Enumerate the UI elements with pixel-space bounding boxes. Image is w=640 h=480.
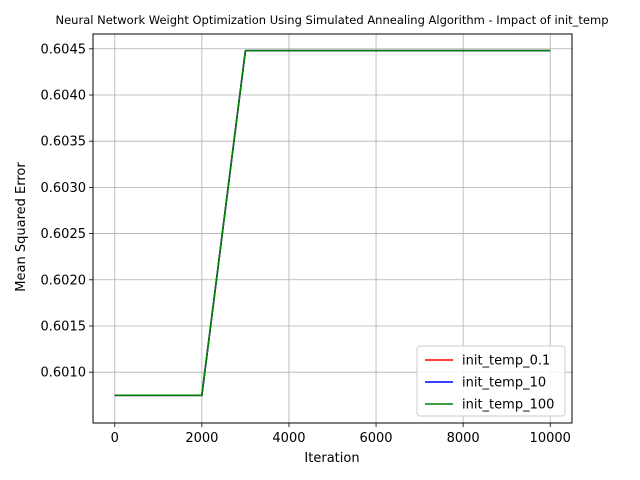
- x-tick-label: 10000: [530, 431, 571, 446]
- series-line-init-temp-0-1: [114, 49, 551, 397]
- legend-box: [416, 345, 566, 417]
- y-tick-label: 0.6040: [41, 88, 87, 103]
- x-tick-label: 0: [111, 431, 119, 446]
- legend-label: init_temp_10: [462, 376, 546, 391]
- y-axis-ticks: 0.6010 0.6015 0.6020 0.6025 0.6030 0.6035 0.60…: [41, 42, 93, 381]
- x-tick-label: 8000: [447, 431, 480, 446]
- y-tick-label: 0.6020: [41, 273, 87, 288]
- y-tick-label: 0.6045: [41, 42, 87, 57]
- y-tick-label: 0.6030: [41, 181, 87, 196]
- y-tick-label: 0.6025: [41, 227, 87, 242]
- x-axis-label: Iteration: [304, 451, 359, 466]
- x-tick-label: 4000: [272, 431, 305, 446]
- series-lines: [114, 49, 551, 397]
- legend: init_temp_0.1 init_temp_10 init_temp_100: [416, 345, 566, 417]
- x-tick-label: 6000: [359, 431, 392, 446]
- legend-label: init_temp_100: [462, 398, 554, 413]
- series-line-init-temp-100: [114, 49, 551, 397]
- series-line-init-temp-10: [114, 49, 551, 397]
- plot-frame: [92, 33, 573, 424]
- grid-lines: [93, 34, 572, 423]
- x-tick-label: 2000: [185, 431, 218, 446]
- chart-title: Neural Network Weight Optimization Using…: [56, 13, 609, 27]
- y-tick-label: 0.6035: [41, 135, 87, 150]
- x-axis-ticks: 0 2000 4000 6000 8000 10000: [111, 423, 571, 446]
- y-tick-label: 0.6010: [41, 366, 87, 381]
- y-tick-label: 0.6015: [41, 319, 87, 334]
- legend-label: init_temp_0.1: [462, 354, 550, 369]
- y-axis-label: Mean Squared Error: [14, 162, 29, 292]
